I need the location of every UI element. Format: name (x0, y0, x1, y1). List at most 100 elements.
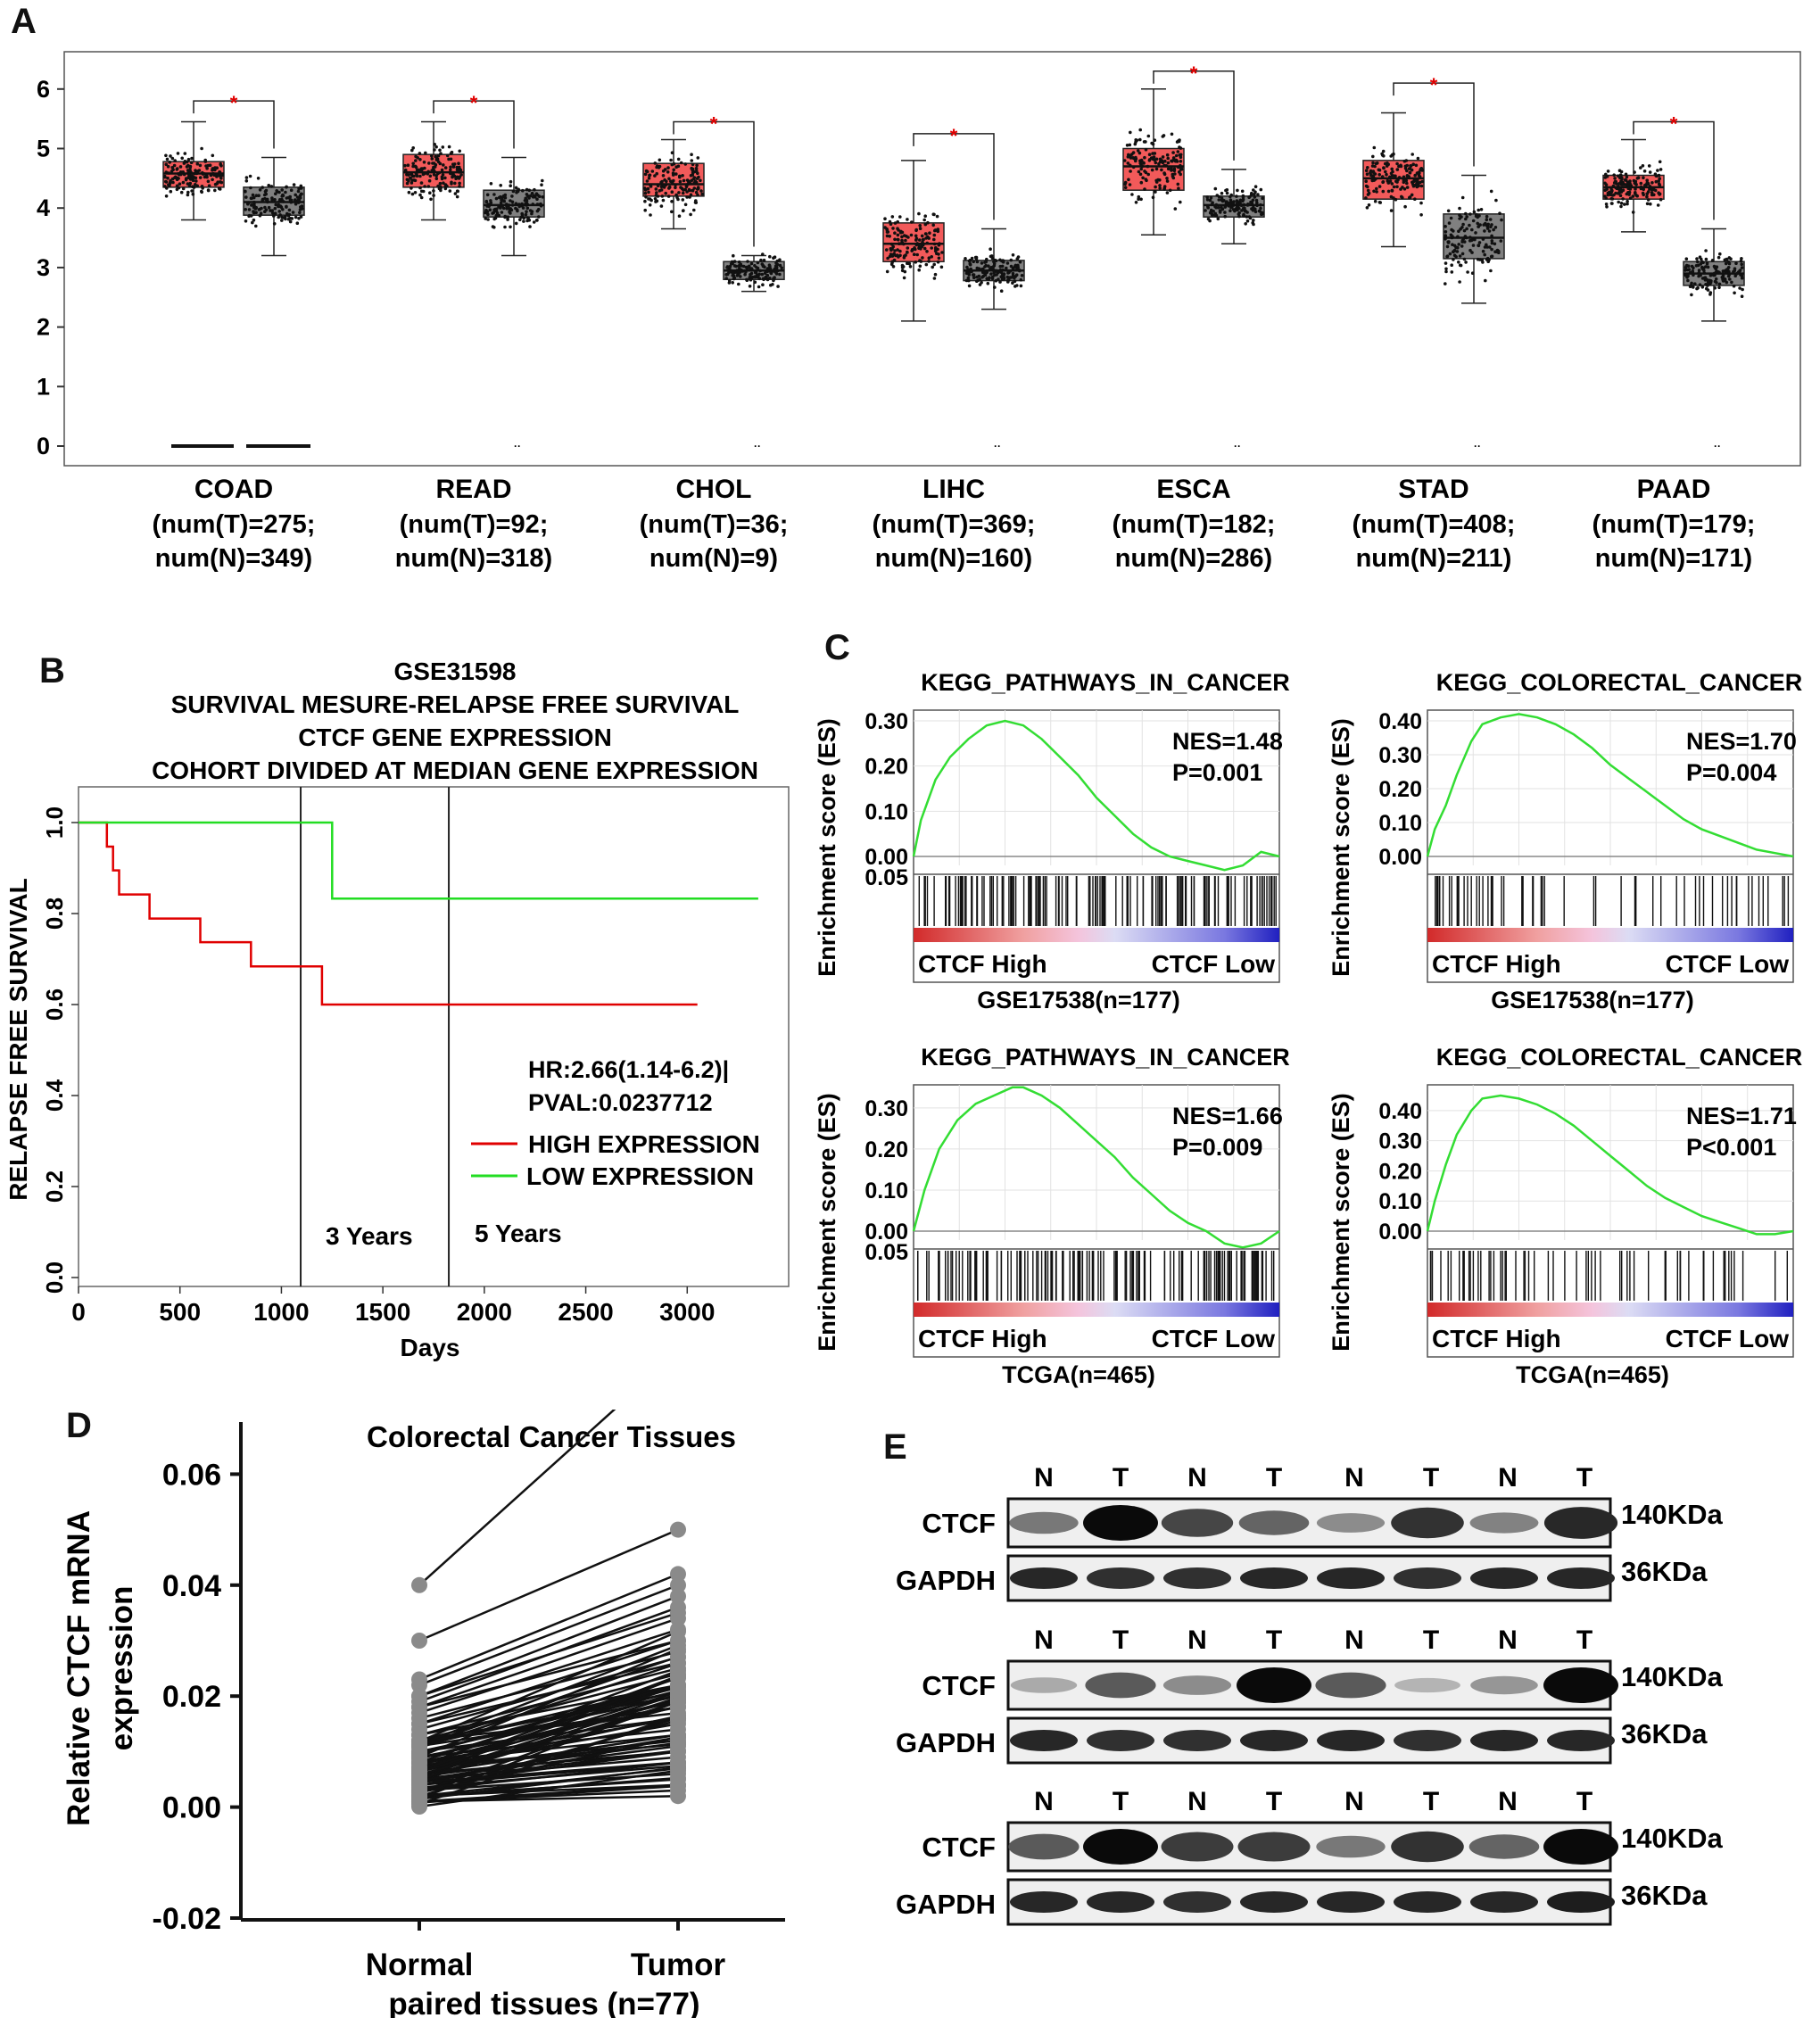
data-point (1407, 167, 1411, 170)
data-point (247, 214, 251, 219)
data-point (417, 168, 420, 172)
data-point (169, 154, 172, 158)
data-point (1700, 285, 1705, 289)
enrichment-curve (912, 719, 1280, 872)
data-point (489, 182, 493, 186)
rank-color-bar (914, 928, 1279, 942)
data-point (1405, 181, 1409, 186)
data-point (1382, 166, 1386, 170)
data-point (661, 198, 666, 203)
data-point (491, 211, 494, 215)
jitter-points (403, 143, 463, 202)
data-point (1238, 198, 1243, 203)
data-point (164, 170, 169, 174)
data-point (1450, 263, 1453, 267)
data-point (1700, 267, 1705, 271)
data-point (1647, 164, 1651, 168)
data-point (1732, 269, 1735, 274)
data-point (1414, 163, 1419, 168)
data-point (1245, 219, 1250, 223)
data-point (653, 197, 658, 201)
data-point (277, 215, 281, 219)
data-point (1650, 193, 1654, 197)
data-point (1179, 163, 1182, 168)
data-point (175, 167, 179, 170)
data-point (1123, 182, 1127, 186)
data-point (1457, 229, 1460, 233)
data-point (1485, 245, 1489, 249)
data-point (1250, 207, 1254, 211)
data-point (1692, 273, 1695, 277)
data-point (1690, 293, 1693, 297)
data-point (275, 189, 279, 193)
tumor-point (670, 1588, 686, 1605)
data-point (1609, 188, 1614, 192)
data-point (1458, 280, 1461, 284)
data-point (419, 181, 424, 185)
data-point (450, 150, 454, 154)
data-point (983, 265, 987, 269)
data-point (1725, 258, 1729, 261)
data-point (1618, 187, 1623, 192)
data-point (658, 164, 662, 169)
data-point (988, 276, 991, 280)
data-point (1618, 173, 1623, 177)
data-point (439, 188, 443, 193)
ctcf-band (1162, 1675, 1232, 1695)
legend-high-label: HIGH EXPRESSION (528, 1130, 760, 1158)
data-point (1609, 193, 1613, 196)
data-point (1243, 210, 1247, 213)
data-point (906, 236, 910, 239)
data-point (896, 219, 899, 224)
data-point (484, 200, 489, 204)
data-point (1179, 160, 1183, 163)
data-point (1381, 180, 1385, 184)
data-point (206, 163, 210, 168)
data-point (1490, 241, 1494, 245)
data-point (1485, 223, 1489, 227)
data-point (1178, 145, 1181, 149)
data-point (1377, 201, 1382, 204)
data-point (1253, 210, 1258, 214)
data-point (278, 198, 282, 202)
data-point (1259, 206, 1262, 211)
data-point (1388, 175, 1392, 179)
significance-star: * (230, 92, 238, 114)
y-tick-label: 0.00 (864, 1220, 908, 1245)
data-point (203, 160, 208, 163)
data-point (489, 199, 492, 203)
data-point (1446, 209, 1451, 213)
data-point (1417, 181, 1421, 185)
ctcf-size-label: 140KDa (1621, 1661, 1723, 1692)
data-point (773, 255, 777, 259)
significance-star: * (1670, 112, 1678, 135)
significance-star: * (1430, 74, 1438, 96)
data-point (1253, 190, 1257, 194)
data-point (1206, 206, 1210, 210)
data-point (1209, 211, 1212, 214)
data-point (1626, 186, 1630, 190)
data-point (1462, 257, 1467, 261)
data-point (748, 285, 752, 288)
data-point (1006, 280, 1010, 284)
data-point (1612, 173, 1616, 177)
data-point (685, 183, 689, 187)
category-label: STAD (1398, 475, 1468, 504)
data-point (296, 198, 301, 203)
data-point (1611, 184, 1616, 188)
data-point (1225, 188, 1229, 192)
data-point (1476, 221, 1479, 226)
data-point (501, 206, 506, 211)
data-point (1154, 161, 1158, 165)
data-point (1153, 152, 1157, 155)
data-point (671, 173, 675, 177)
gapdh-size-label: 36KDa (1621, 1880, 1708, 1911)
data-point (1386, 189, 1391, 194)
data-point (514, 206, 517, 211)
normal-point (411, 1633, 427, 1649)
paired-plot-title: Colorectal Cancer Tissues (367, 1420, 736, 1453)
data-point (672, 178, 675, 183)
data-point (1248, 194, 1252, 199)
data-point (264, 198, 269, 202)
data-point (1650, 186, 1654, 191)
